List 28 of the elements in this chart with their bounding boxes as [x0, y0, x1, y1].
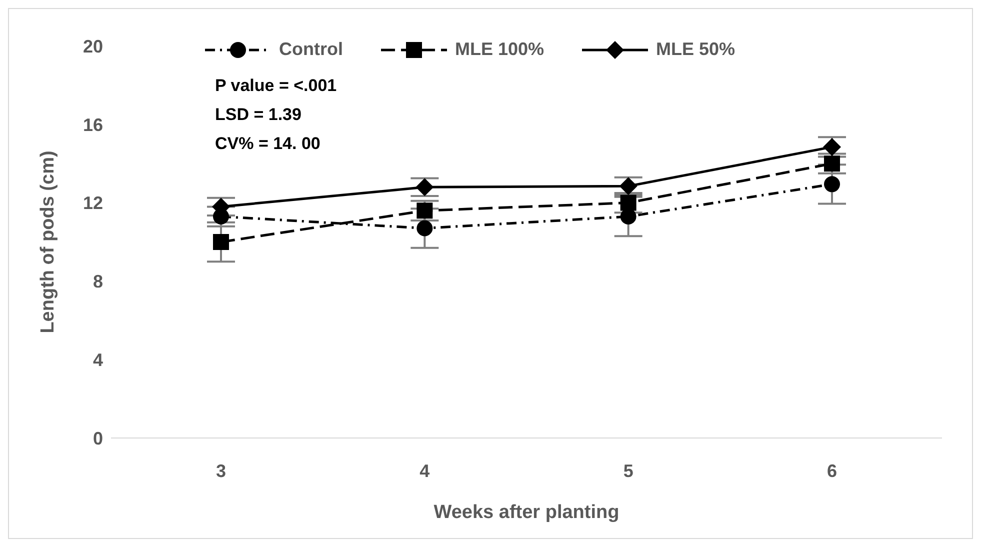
y-tick-label: 0: [92, 428, 103, 448]
point: [620, 208, 636, 225]
point: [416, 202, 433, 219]
y-tick-label: 4: [92, 350, 103, 370]
point: [619, 177, 638, 196]
legend-label: MLE 50%: [656, 39, 736, 60]
y-axis-title: Length of pods (cm): [38, 150, 59, 334]
y-tick-label: 8: [92, 272, 103, 292]
x-tick-label: 6: [826, 460, 838, 481]
x-tick-label: 3: [216, 460, 226, 481]
annotation: CV% = 14. 00: [215, 133, 322, 155]
legend-label: Control: [278, 39, 343, 60]
x-tick-label: 4: [420, 460, 430, 481]
y-tick-label: 16: [82, 114, 103, 135]
annotation: P value = <.001: [215, 75, 337, 97]
point: [620, 194, 636, 211]
point: [213, 234, 229, 250]
x-axis-title: Weeks after planting: [434, 502, 620, 523]
point: [416, 220, 433, 236]
x-tick-label: 5: [623, 460, 634, 481]
point: [824, 156, 840, 172]
point: [823, 138, 841, 156]
y-tick-label: 20: [82, 36, 103, 56]
legend-label: MLE 100%: [454, 39, 544, 60]
point: [416, 178, 434, 196]
annotation: LSD = 1.39: [215, 104, 302, 126]
y-tick-label: 12: [82, 193, 103, 214]
point: [824, 176, 840, 192]
